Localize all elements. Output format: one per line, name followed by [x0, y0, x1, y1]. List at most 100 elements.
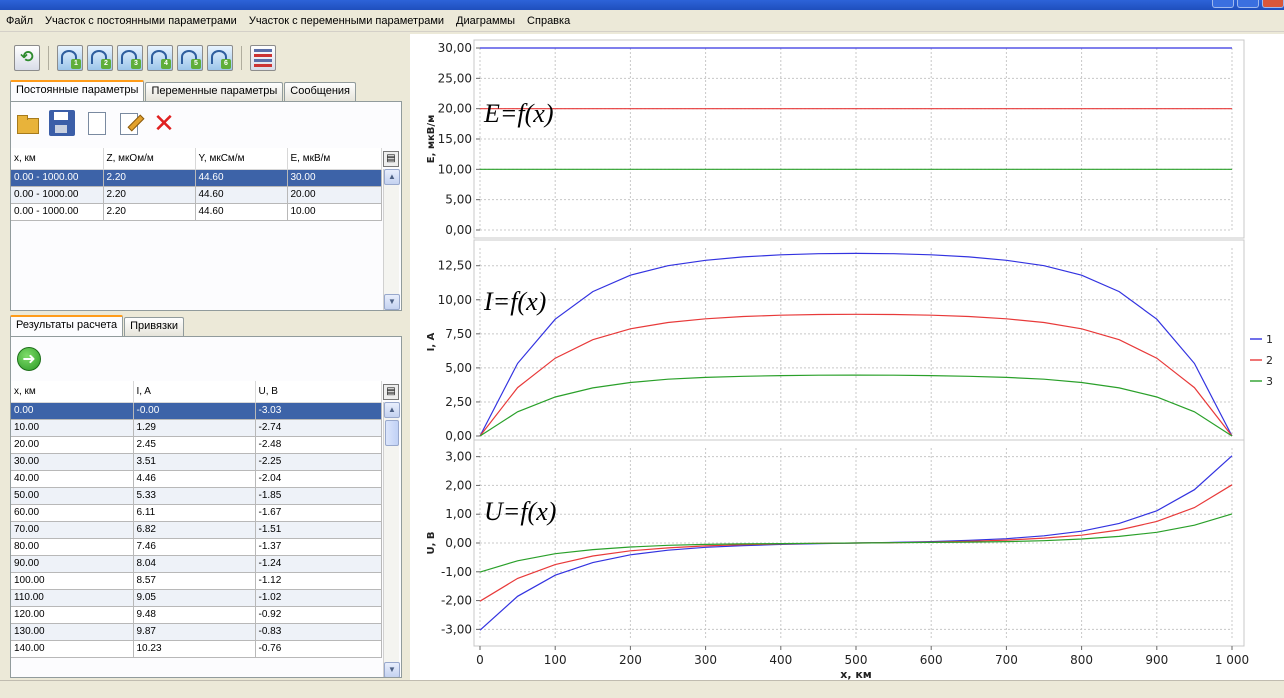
tab-results[interactable]: Результаты расчета: [10, 315, 124, 336]
table-row[interactable]: 10.00 1.29 -2.74: [11, 419, 382, 437]
table-cell[interactable]: -1.37: [255, 538, 382, 556]
table-row[interactable]: 120.00 9.48 -0.92: [11, 606, 382, 624]
table-cell[interactable]: -1.12: [255, 572, 382, 590]
table-row[interactable]: 0.00 - 1000.00 2.20 44.60 20.00: [11, 186, 382, 204]
table-cell[interactable]: 3.51: [133, 453, 256, 471]
table-cell[interactable]: 6.82: [133, 521, 256, 539]
params-scrollbar[interactable]: ▲ ▼: [383, 169, 400, 310]
table-cell[interactable]: -1.67: [255, 504, 382, 522]
table-cell[interactable]: 8.04: [133, 555, 256, 573]
table-row[interactable]: 50.00 5.33 -1.85: [11, 487, 382, 505]
table-row[interactable]: 130.00 9.87 -0.83: [11, 623, 382, 641]
table-cell[interactable]: 140.00: [11, 640, 134, 658]
table-row[interactable]: 30.00 3.51 -2.25: [11, 453, 382, 471]
chart-6-icon[interactable]: 6: [207, 45, 233, 71]
maximize-icon[interactable]: [1237, 0, 1259, 8]
table-cell[interactable]: 9.87: [133, 623, 256, 641]
table-cell[interactable]: 9.48: [133, 606, 256, 624]
table-cell[interactable]: -0.83: [255, 623, 382, 641]
table-row[interactable]: 70.00 6.82 -1.51: [11, 521, 382, 539]
table-cell[interactable]: 1.29: [133, 419, 256, 437]
chart-5-icon[interactable]: 5: [177, 45, 203, 71]
scroll-down-icon[interactable]: ▼: [384, 294, 400, 310]
table-row[interactable]: 110.00 9.05 -1.02: [11, 589, 382, 607]
menu-variable-section[interactable]: Участок с переменными параметрами: [248, 14, 445, 27]
scroll-down-icon[interactable]: ▼: [384, 662, 400, 677]
table-cell[interactable]: 44.60: [195, 186, 288, 204]
close-icon[interactable]: [1262, 0, 1284, 8]
table-cell[interactable]: 2.45: [133, 436, 256, 454]
tab-bindings[interactable]: Привязки: [124, 317, 184, 336]
chart-1-icon[interactable]: 1: [57, 45, 83, 71]
table-cell[interactable]: 30.00: [287, 169, 382, 187]
table-cell[interactable]: 0.00: [11, 402, 134, 420]
column-header[interactable]: U, B: [255, 381, 382, 403]
table-row[interactable]: 20.00 2.45 -2.48: [11, 436, 382, 454]
menu-diagrams[interactable]: Диаграммы: [456, 14, 516, 27]
table-cell[interactable]: -2.25: [255, 453, 382, 471]
table-cell[interactable]: 90.00: [11, 555, 134, 573]
table-row[interactable]: 60.00 6.11 -1.67: [11, 504, 382, 522]
table-cell[interactable]: 2.20: [103, 186, 196, 204]
table-cell[interactable]: -1.24: [255, 555, 382, 573]
table-cell[interactable]: 20.00: [11, 436, 134, 454]
scroll-up-icon[interactable]: ▲: [384, 169, 400, 185]
table-cell[interactable]: 4.46: [133, 470, 256, 488]
table-cell[interactable]: 70.00: [11, 521, 134, 539]
column-chooser-icon[interactable]: ▤: [383, 384, 399, 400]
chart-4-icon[interactable]: 4: [147, 45, 173, 71]
minimize-icon[interactable]: [1212, 0, 1234, 8]
table-cell[interactable]: -0.92: [255, 606, 382, 624]
table-cell[interactable]: 10.00: [11, 419, 134, 437]
table-cell[interactable]: 100.00: [11, 572, 134, 590]
column-header[interactable]: x, км: [11, 148, 104, 170]
scroll-thumb[interactable]: [385, 420, 399, 446]
table-cell[interactable]: -0.00: [133, 402, 256, 420]
calculate-arrow-icon[interactable]: ➜: [17, 347, 41, 371]
tab-messages[interactable]: Сообщения: [284, 82, 356, 101]
table-cell[interactable]: 110.00: [11, 589, 134, 607]
tab-constant-params[interactable]: Постоянные параметры: [10, 80, 145, 101]
table-cell[interactable]: -0.76: [255, 640, 382, 658]
column-header[interactable]: E, мкВ/м: [287, 148, 382, 170]
table-row[interactable]: 40.00 4.46 -2.04: [11, 470, 382, 488]
new-page-icon[interactable]: [83, 110, 109, 136]
table-cell[interactable]: 5.33: [133, 487, 256, 505]
table-cell[interactable]: -1.02: [255, 589, 382, 607]
table-cell[interactable]: 6.11: [133, 504, 256, 522]
table-row[interactable]: 100.00 8.57 -1.12: [11, 572, 382, 590]
results-scrollbar[interactable]: ▲ ▼: [383, 402, 400, 677]
menu-constant-section[interactable]: Участок с постоянными параметрами: [45, 14, 237, 27]
table-cell[interactable]: 30.00: [11, 453, 134, 471]
table-cell[interactable]: -2.48: [255, 436, 382, 454]
edit-icon[interactable]: [117, 110, 143, 136]
table-cell[interactable]: 8.57: [133, 572, 256, 590]
save-icon[interactable]: [49, 110, 75, 136]
table-cell[interactable]: 130.00: [11, 623, 134, 641]
table-cell[interactable]: 80.00: [11, 538, 134, 556]
table-cell[interactable]: 50.00: [11, 487, 134, 505]
table-row[interactable]: 80.00 7.46 -1.37: [11, 538, 382, 556]
column-header[interactable]: Y, мкСм/м: [195, 148, 288, 170]
table-cell[interactable]: -1.51: [255, 521, 382, 539]
column-header[interactable]: x, км: [11, 381, 134, 403]
chart-3-icon[interactable]: 3: [117, 45, 143, 71]
table-cell[interactable]: 60.00: [11, 504, 134, 522]
table-row[interactable]: 0.00 -0.00 -3.03: [11, 402, 382, 420]
table-cell[interactable]: 120.00: [11, 606, 134, 624]
table-row[interactable]: 90.00 8.04 -1.24: [11, 555, 382, 573]
table-cell[interactable]: 44.60: [195, 169, 288, 187]
table-cell[interactable]: 2.20: [103, 203, 196, 221]
table-cell[interactable]: 10.23: [133, 640, 256, 658]
table-cell[interactable]: 7.46: [133, 538, 256, 556]
table-row[interactable]: 0.00 - 1000.00 2.20 44.60 30.00: [11, 169, 382, 187]
table-cell[interactable]: 20.00: [287, 186, 382, 204]
table-cell[interactable]: 9.05: [133, 589, 256, 607]
column-chooser-icon[interactable]: ▤: [383, 151, 399, 167]
table-cell[interactable]: 10.00: [287, 203, 382, 221]
open-folder-icon[interactable]: [15, 110, 41, 136]
table-cell[interactable]: -3.03: [255, 402, 382, 420]
table-cell[interactable]: 0.00 - 1000.00: [11, 169, 104, 187]
table-cell[interactable]: -1.85: [255, 487, 382, 505]
table-cell[interactable]: -2.04: [255, 470, 382, 488]
